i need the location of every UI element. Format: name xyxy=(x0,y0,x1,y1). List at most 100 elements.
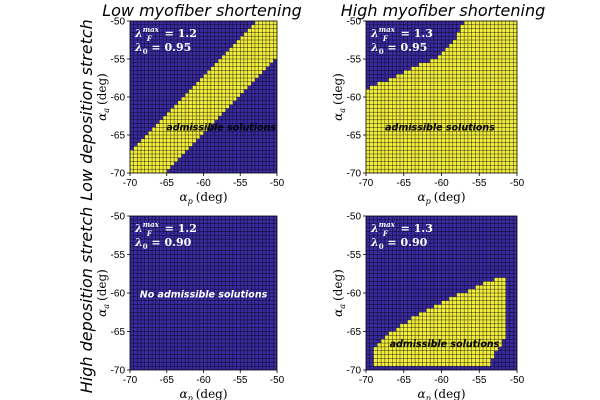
admissible-cell xyxy=(483,300,487,305)
admissible-cell xyxy=(483,354,487,359)
admissible-cell xyxy=(505,93,510,98)
admissible-cell xyxy=(415,339,419,344)
admissible-cell xyxy=(258,62,263,67)
admissible-cell xyxy=(137,165,142,170)
admissible-cell xyxy=(486,55,491,60)
admissible-cell xyxy=(498,277,502,282)
admissible-cell xyxy=(422,78,427,82)
admissible-cell xyxy=(373,362,378,367)
admissible-cell xyxy=(490,350,495,355)
admissible-cell xyxy=(415,119,419,124)
admissible-cell xyxy=(418,350,423,355)
admissible-cell xyxy=(422,157,427,162)
admissible-cell xyxy=(214,104,219,109)
admissible-cell xyxy=(467,59,472,63)
admissible-cell xyxy=(433,358,438,363)
admissible-cell xyxy=(384,85,389,90)
admissible-cell xyxy=(392,343,397,347)
admissible-cell xyxy=(236,47,241,52)
admissible-cell xyxy=(388,358,393,363)
admissible-cell xyxy=(392,93,397,98)
admissible-cell xyxy=(433,316,438,320)
admissible-cell xyxy=(232,89,237,94)
admissible-cell xyxy=(501,32,506,37)
admissible-cell xyxy=(456,350,461,355)
admissible-cell xyxy=(471,138,476,143)
admissible-cell xyxy=(373,154,378,158)
admissible-cell xyxy=(381,358,385,363)
admissible-cell xyxy=(449,335,453,340)
admissible-cell xyxy=(369,108,374,113)
admissible-cell xyxy=(236,89,241,94)
admissible-cell xyxy=(501,289,506,294)
admissible-cell xyxy=(210,81,215,86)
admissible-cell xyxy=(221,93,226,98)
admissible-cell xyxy=(407,70,412,75)
admissible-cell xyxy=(403,138,408,143)
admissible-cell xyxy=(501,138,506,143)
admissible-cell xyxy=(415,316,419,320)
admissible-cell xyxy=(384,123,389,128)
admissible-cell xyxy=(501,123,506,128)
admissible-cell xyxy=(384,339,389,344)
admissible-cell xyxy=(381,150,385,155)
admissible-cell xyxy=(441,123,446,128)
admissible-cell xyxy=(456,300,461,305)
admissible-cell xyxy=(509,112,514,117)
admissible-cell xyxy=(483,123,487,128)
admissible-cell xyxy=(445,335,450,340)
admissible-cell xyxy=(475,36,480,41)
admissible-cell xyxy=(262,43,267,48)
admissible-cell xyxy=(441,138,446,143)
admissible-cell xyxy=(460,66,465,71)
admissible-cell xyxy=(490,316,495,320)
admissible-cell xyxy=(498,55,502,60)
admissible-cell xyxy=(441,51,446,56)
admissible-cell xyxy=(467,293,472,297)
admissible-cell xyxy=(471,350,476,355)
admissible-cell xyxy=(403,339,408,344)
admissible-cell xyxy=(505,74,510,79)
admissible-cell xyxy=(494,24,499,29)
admissible-cell xyxy=(445,138,450,143)
admissible-cell xyxy=(210,100,215,105)
admissible-cell xyxy=(396,354,401,359)
admissible-cell xyxy=(232,51,237,56)
admissible-cell xyxy=(388,154,393,158)
admissible-cell xyxy=(199,119,204,124)
admissible-cell xyxy=(483,70,487,75)
admissible-cell xyxy=(452,123,457,128)
admissible-cell xyxy=(513,104,518,109)
admissible-cell xyxy=(384,169,389,174)
admissible-cell xyxy=(483,165,487,170)
admissible-cell xyxy=(494,142,499,147)
admissible-cell xyxy=(236,74,241,79)
admissible-cell xyxy=(471,358,476,363)
admissible-cell xyxy=(483,316,487,320)
admissible-cell xyxy=(479,354,484,359)
admissible-cell xyxy=(475,138,480,143)
admissible-cell xyxy=(456,296,461,301)
admissible-cell xyxy=(232,43,237,48)
admissible-cell xyxy=(445,327,450,332)
admissible-cell xyxy=(262,51,267,56)
admissible-cell xyxy=(437,100,442,105)
admissible-cell xyxy=(452,154,457,158)
admissible-cell xyxy=(433,70,438,75)
admissible-cell xyxy=(430,108,434,113)
admissible-cell xyxy=(426,154,431,158)
admissible-cell xyxy=(494,157,499,162)
admissible-cell xyxy=(174,127,178,132)
admissible-cell xyxy=(449,312,453,317)
admissible-cell xyxy=(388,161,393,166)
admissible-cell xyxy=(452,119,457,124)
admissible-cell xyxy=(381,146,385,151)
admissible-cell xyxy=(430,161,434,166)
lambda-symbol: λ xyxy=(134,27,143,40)
column-title-high-shortening: High myofiber shortening xyxy=(341,1,546,20)
admissible-cell xyxy=(509,55,514,60)
admissible-cell xyxy=(509,81,514,86)
admissible-cell xyxy=(509,85,514,90)
x-tick-label: -60 xyxy=(196,178,211,189)
admissible-cell xyxy=(251,70,255,75)
